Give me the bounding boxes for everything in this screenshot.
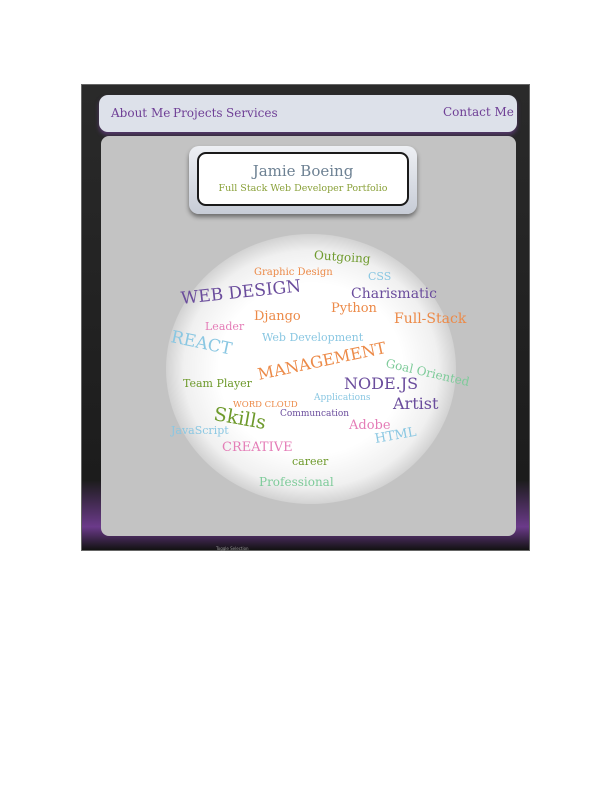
word-cloud-word: WORD CLOUD — [233, 400, 298, 410]
word-cloud-word: JavaScript — [171, 424, 229, 437]
word-cloud-word: Charismatic — [351, 286, 437, 302]
nav-about-me-link[interactable]: About Me — [111, 106, 171, 120]
word-cloud-word: Django — [254, 309, 301, 324]
word-cloud-word: Leader — [205, 320, 245, 333]
navigation-bar: About Me Projects Services Contact Me — [99, 95, 517, 132]
word-cloud-word: Full-Stack — [394, 311, 467, 327]
word-cloud-word: NODE.JS — [344, 374, 419, 393]
word-cloud-word: Artist — [393, 394, 439, 413]
word-cloud-word: CSS — [368, 270, 392, 283]
word-cloud-word: career — [292, 455, 329, 468]
editor-toolbar-strip: Toggle Selection — [81, 546, 530, 552]
word-cloud-word: Outgoing — [313, 248, 371, 266]
word-cloud-background — [166, 234, 456, 504]
nav-services-link[interactable]: Services — [226, 106, 278, 120]
nav-projects-link[interactable]: Projects — [173, 106, 223, 120]
page-subtitle: Full Stack Web Developer Portfolio — [218, 183, 388, 194]
nav-contact-me-link[interactable]: Contact Me — [443, 105, 514, 119]
word-cloud-word: Communcation — [280, 409, 350, 419]
word-cloud-word: Team Player — [183, 377, 252, 390]
word-cloud-word: Web Development — [262, 331, 364, 344]
word-cloud-word: Applications — [314, 393, 371, 403]
word-cloud-word: Professional — [259, 475, 334, 489]
word-cloud-word: Adobe — [349, 418, 391, 433]
header-card: Jamie Boeing Full Stack Web Developer Po… — [197, 152, 409, 206]
toggle-selection-label[interactable]: Toggle Selection — [216, 546, 249, 551]
word-cloud-word: Python — [331, 301, 377, 316]
word-cloud-word: Graphic Design — [254, 267, 333, 278]
page-title: Jamie Boeing — [252, 162, 354, 180]
word-cloud-word: CREATIVE — [222, 440, 293, 455]
